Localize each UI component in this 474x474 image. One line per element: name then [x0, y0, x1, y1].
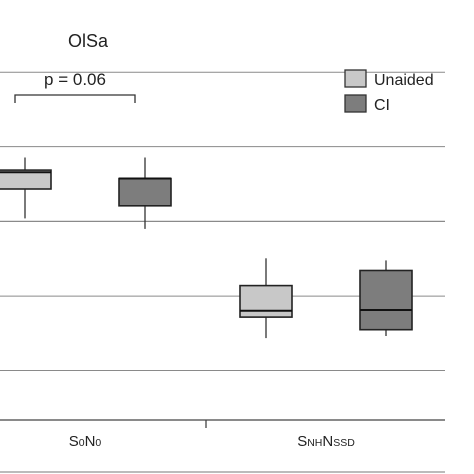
box-unaided-0	[0, 157, 52, 219]
iqr-box	[359, 269, 413, 331]
iqr-box	[0, 169, 52, 190]
x-tick-label-snhnssd: SNHNSSD	[297, 433, 355, 450]
x-tick-label-s0n0: S0N0	[69, 433, 102, 450]
box-ci-0	[118, 157, 172, 229]
box-ci-1	[359, 260, 413, 336]
x-axis	[0, 419, 445, 473]
legend-swatch-ci	[344, 94, 367, 113]
x-tick-labels: S0N0 SNHNSSD	[69, 433, 355, 450]
significance-annotation: p = 0.06	[14, 70, 136, 103]
legend-swatch-unaided	[344, 69, 367, 88]
chart-title: OlSa	[68, 31, 109, 51]
legend: Unaided CI	[344, 69, 434, 114]
iqr-box	[118, 177, 172, 207]
boxes	[0, 157, 413, 339]
box-unaided-1	[239, 258, 293, 339]
p-value-label: p = 0.06	[44, 70, 106, 89]
iqr-box	[239, 284, 293, 318]
legend-label-ci: CI	[374, 97, 390, 114]
significance-bracket	[14, 94, 136, 103]
legend-label-unaided: Unaided	[374, 72, 434, 89]
